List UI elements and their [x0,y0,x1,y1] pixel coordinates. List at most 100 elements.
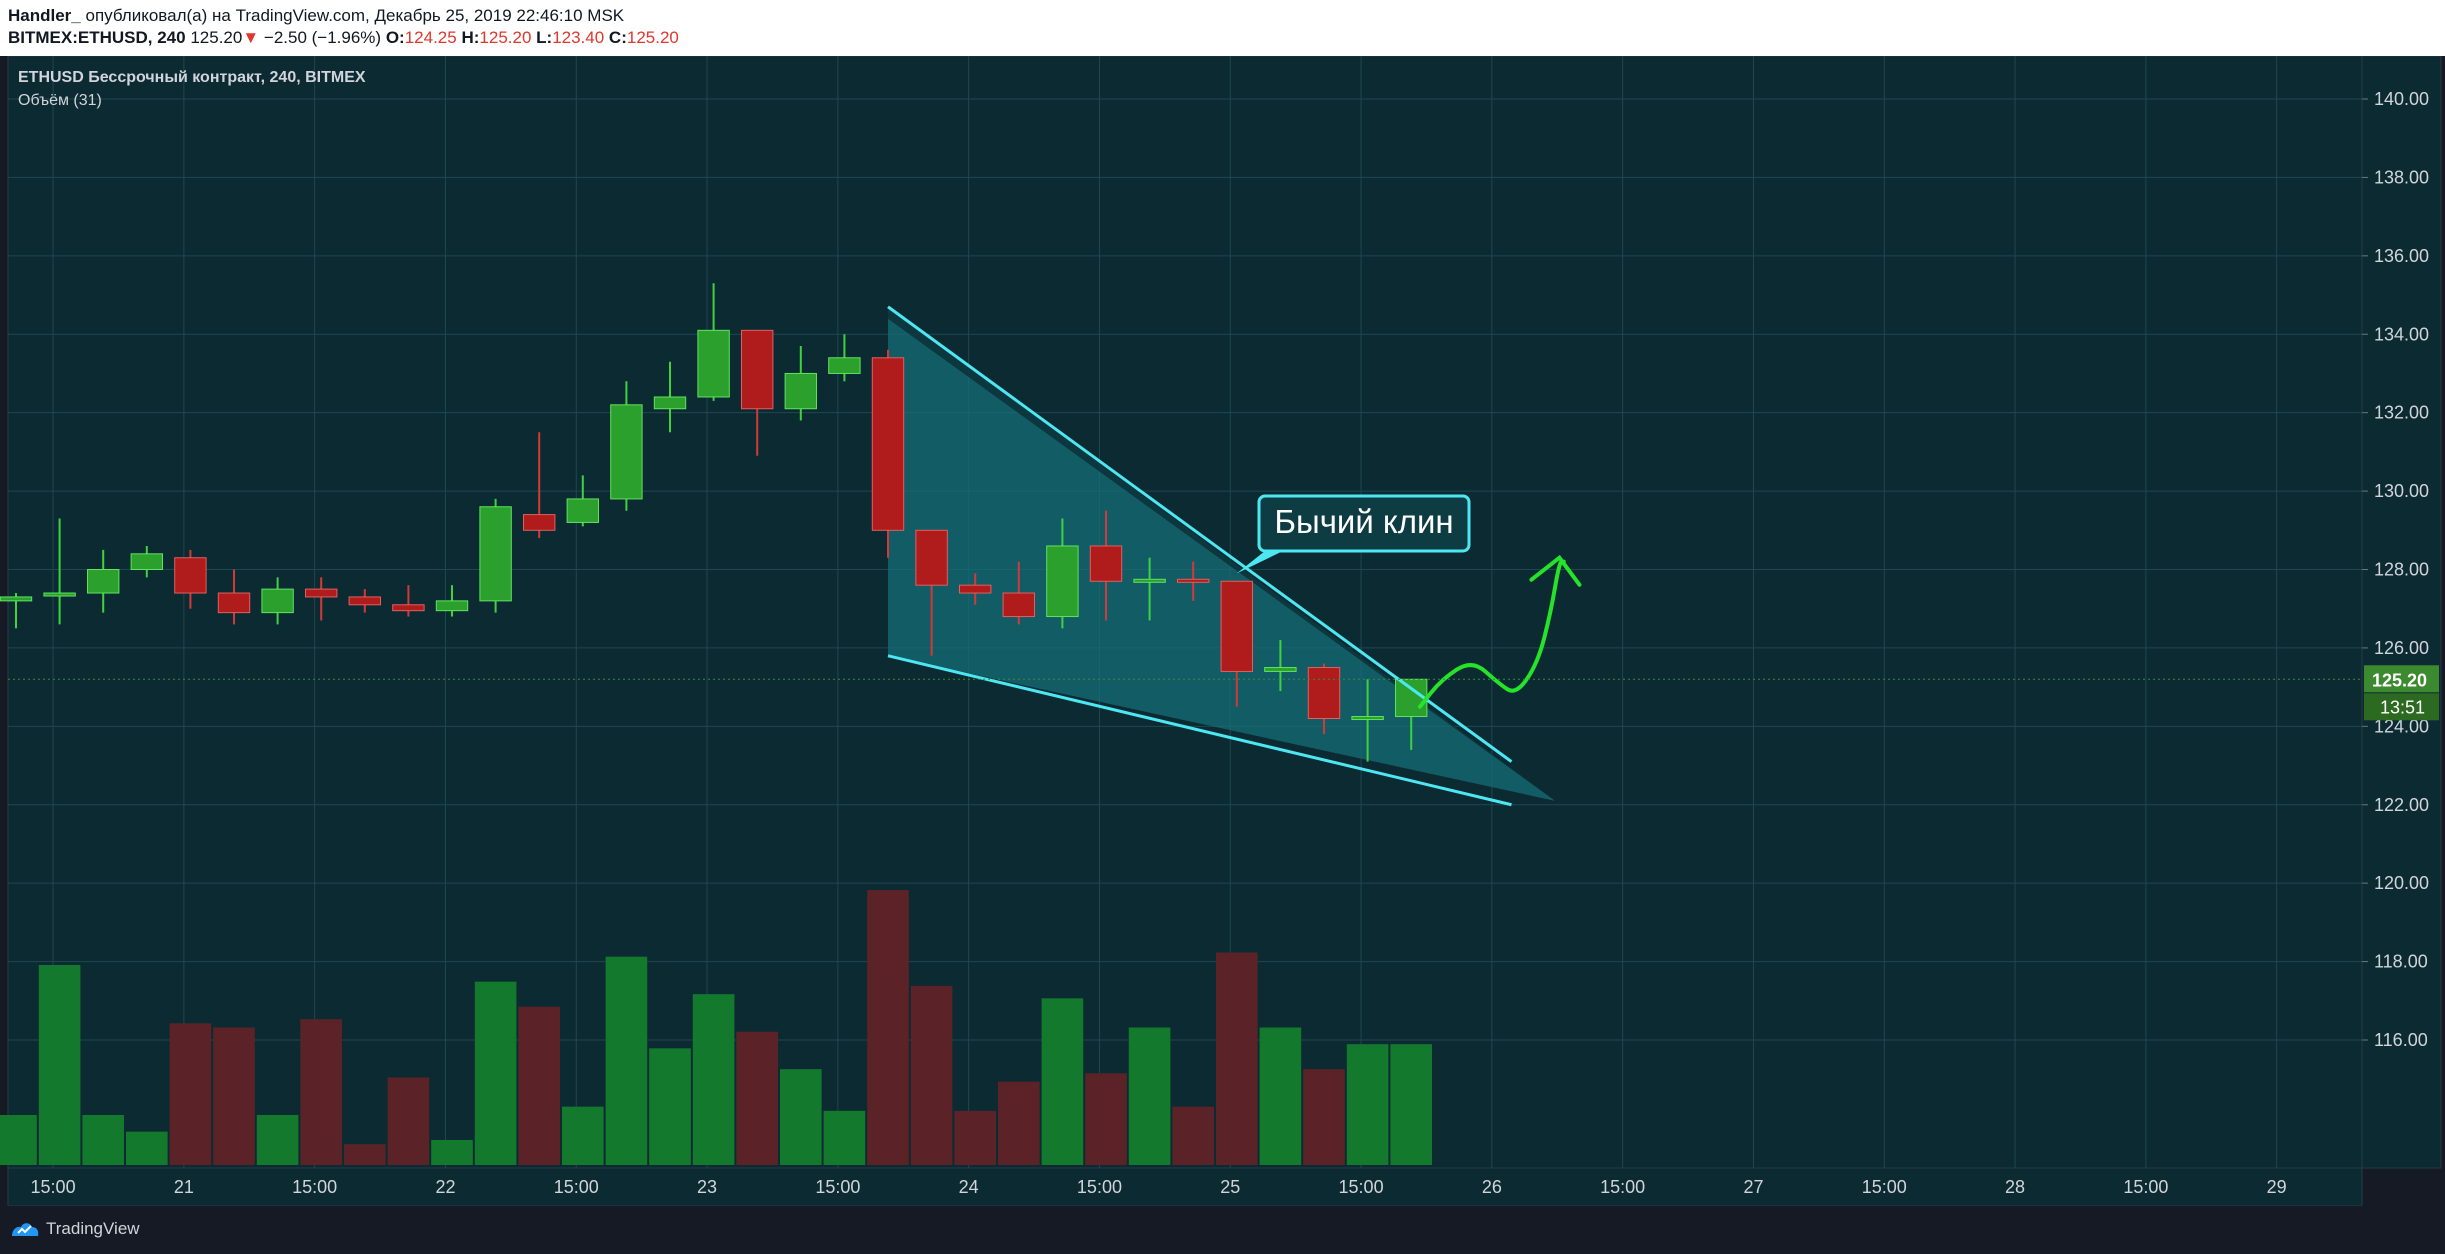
price-change: −2.50 (−1.96%) [263,28,382,47]
volume-bar [780,1069,822,1165]
volume-bar [1259,1027,1302,1165]
price-tick-label: 136.00 [2374,246,2429,266]
volume-bar [998,1081,1040,1165]
chart-canvas[interactable]: 116.00 118.00 120.00 122.00 124.00 126.00 128.… [0,56,2445,1206]
projection-curve [1417,559,1566,709]
price-tick-label: 126.00 [2374,638,2429,658]
high-label: H: [461,28,480,47]
volume-bar [38,965,81,1165]
time-tick-label: 15:00 [815,1177,860,1197]
footer-bar: TradingView [0,1206,2445,1254]
chart-area[interactable]: 116.00 118.00 120.00 122.00 124.00 126.00 128.… [0,56,2445,1206]
candle-body [217,592,251,614]
candle-body [261,588,294,614]
tradingview-brand[interactable]: TradingView [10,1219,140,1239]
countdown-label: 13:51 [2380,697,2425,717]
volume-bar [692,994,735,1165]
volume-bar [562,1106,604,1165]
candle-body [959,584,992,594]
volume-bar [256,1115,299,1165]
candle-body [43,592,76,597]
volume-bar [1216,952,1258,1165]
time-tick-label: 15:00 [1077,1177,1122,1197]
candle-body [915,529,948,586]
time-tick-label: 22 [435,1177,455,1197]
candle-body [653,396,687,410]
candle-body [828,357,861,374]
time-tick-label: 27 [1743,1177,1763,1197]
time-tick-label: 23 [697,1177,717,1197]
volume-bar [344,1144,386,1165]
time-tick-label: 15:00 [1862,1177,1907,1197]
high-value: 125.20 [479,28,532,47]
down-arrow-icon: ▼ [242,28,260,47]
volume-bar [387,1077,430,1165]
open-value: 124.25 [404,28,457,47]
price-tick-label: 140.00 [2374,89,2429,109]
volume-bar [518,1006,560,1165]
candle-body [523,514,556,531]
time-tick-label: 15:00 [554,1177,599,1197]
volume-bar [1041,998,1084,1165]
publication-header: Handler_ опубликовал(а) на TradingView.c… [0,0,2445,56]
volume-bar [1128,1027,1171,1165]
price-tick-label: 116.00 [2374,1030,2428,1050]
tradingview-logo-icon [12,1223,39,1236]
close-label: C: [608,28,627,47]
volume-bar [1085,1073,1127,1165]
volume-bar [126,1131,168,1165]
candle-body [1264,667,1297,672]
candle-body [0,596,33,602]
volume-bar [300,1019,342,1165]
volume-bar [823,1110,866,1165]
volume-bar [1172,1106,1214,1165]
candle-body [610,404,643,500]
candle-body [1177,578,1210,583]
close-value: 125.20 [626,28,679,47]
candle-body [87,569,120,594]
candle-body [741,329,774,410]
wedge-upper-line [887,305,1513,763]
time-tick-label: 25 [1220,1177,1240,1197]
price-tick-label: 130.00 [2374,481,2429,501]
candle-body [348,596,381,606]
candle-body [479,506,512,602]
price-tick-label: 120.00 [2374,873,2429,893]
volume-bar [649,1048,691,1165]
volume-bar [0,1115,37,1165]
volume-bar [213,1027,255,1165]
volume-bar [867,890,909,1165]
wedge-shadow [888,306,1556,801]
time-tick-label: 15:00 [1339,1177,1384,1197]
price-axis [2361,56,2442,1169]
candle-body [1220,580,1253,672]
legend-volume[interactable]: Объём (31) [18,92,102,109]
time-tick-label: 26 [1482,1177,1502,1197]
price-tick-label: 122.00 [2374,795,2429,815]
legend-title[interactable]: ETHUSD Бессрочный контракт, 240, BITMEX [18,69,366,86]
volume-bar [910,985,953,1165]
time-tick-label: 15:00 [31,1177,76,1197]
current-price-label: 125.20 [2372,670,2427,690]
symbol-name[interactable]: BITMEX:ETHUSD, 240 [8,28,186,47]
volume-bar [1390,1044,1432,1165]
candle-body [871,357,905,531]
volume-bar [82,1115,124,1165]
candle-body [305,588,338,598]
callout-box [1257,494,1471,553]
candle-body [566,498,599,523]
price-tick-label: 132.00 [2374,403,2429,423]
projection-arrow-icon [1529,554,1582,587]
candle-body [435,600,469,612]
price-tick-label: 138.00 [2374,167,2429,187]
last-price: 125.20 [190,28,243,47]
candle-body [1133,578,1166,583]
candle-body [784,372,817,410]
quote-line: BITMEX:ETHUSD, 240 125.20▼ −2.50 (−1.96%… [8,27,679,49]
open-label: O: [385,28,405,47]
volume-bar [954,1110,996,1165]
low-label: L: [536,28,553,47]
author-name[interactable]: Handler_ [8,6,81,25]
candle-body [392,604,425,612]
candle-body [1307,667,1341,719]
